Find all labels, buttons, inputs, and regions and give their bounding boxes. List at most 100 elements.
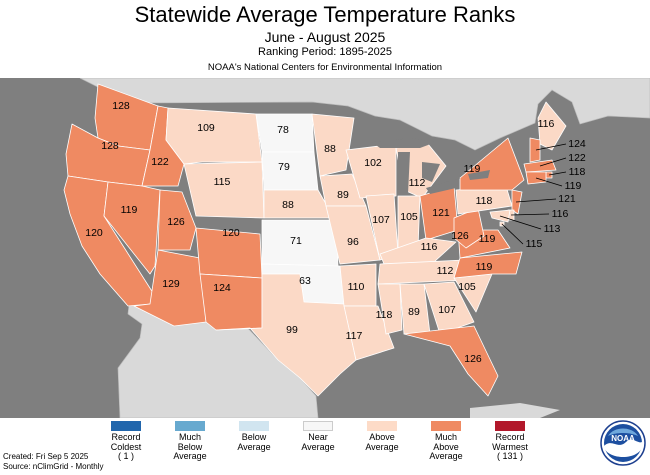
rank-label-ms: 118 xyxy=(376,309,393,321)
legend-label: Average xyxy=(429,451,463,461)
northeast-leader-lines xyxy=(499,143,567,245)
rank-label-ma: 122 xyxy=(568,152,586,164)
leader-line-ri xyxy=(548,171,567,176)
rank-label-ca: 120 xyxy=(85,227,103,239)
legend-above: Above Average xyxy=(351,421,413,452)
rank-label-fl: 126 xyxy=(464,353,482,365)
rank-label-az: 129 xyxy=(162,278,180,290)
state-polygons xyxy=(63,83,567,397)
legend-near: Near Average xyxy=(287,421,349,452)
great-lake-4 xyxy=(426,178,460,194)
great-lake-5 xyxy=(468,170,490,180)
rank-label-md: 113 xyxy=(544,223,561,235)
rank-label-va: 119 xyxy=(479,233,496,245)
leader-line-ma xyxy=(539,157,567,167)
rank-label-nj: 121 xyxy=(558,193,576,205)
leader-line-nh xyxy=(535,143,567,151)
rank-label-de: 116 xyxy=(552,208,569,220)
state-nc xyxy=(453,251,523,279)
rank-label-oh: 121 xyxy=(432,207,450,219)
rank-label-il: 107 xyxy=(372,214,390,226)
legend-label: Below xyxy=(177,441,203,452)
great-lake-3 xyxy=(422,162,440,182)
rank-label-in: 105 xyxy=(400,211,418,223)
rank-label-mn: 88 xyxy=(324,143,336,155)
rank-label-wi: 102 xyxy=(364,157,382,169)
rank-label-co: 120 xyxy=(222,227,240,239)
map-title: Statewide Average Temperature Ranks xyxy=(134,2,516,27)
legend: Record Coldest ( 1 ) Much Below Average … xyxy=(95,421,535,471)
legend-below: Below Average xyxy=(223,421,285,452)
rank-label-nm: 124 xyxy=(213,282,231,294)
cuba-land xyxy=(470,403,560,418)
rank-label-ia: 89 xyxy=(337,189,349,201)
data-source: Source: nClimGrid - Monthly xyxy=(3,462,104,471)
rank-label-or: 128 xyxy=(101,140,119,152)
state-mt xyxy=(165,107,263,165)
rank-label-la: 117 xyxy=(346,330,363,342)
state-ut xyxy=(157,189,197,251)
legend-swatch xyxy=(367,421,397,431)
rank-label-tn: 112 xyxy=(437,265,454,277)
rank-label-ri: 118 xyxy=(569,166,586,178)
state-tx xyxy=(215,273,357,397)
legend-label: Average xyxy=(365,441,399,452)
ranking-period: Ranking Period: 1895-2025 xyxy=(258,46,392,58)
state-rank-labels: 128 128 120 122 119 126 129 120 124 109 115 78 79 88 7… xyxy=(85,100,586,365)
rank-label-sd: 79 xyxy=(278,161,290,173)
rank-label-wv: 126 xyxy=(451,230,469,242)
leader-line-nj xyxy=(515,198,557,203)
created-date: Created: Fri Sep 5 2025 xyxy=(3,452,89,461)
great-lake-1 xyxy=(372,138,436,148)
legend-label: Average xyxy=(173,451,207,461)
legend-label: Much xyxy=(178,432,201,442)
rank-label-wy: 115 xyxy=(214,176,231,188)
state-sd xyxy=(261,151,319,191)
legend-swatch xyxy=(495,421,525,431)
rank-label-dc: 115 xyxy=(526,238,543,250)
map-subtitle: June - August 2025 xyxy=(264,29,386,45)
legend-much-above: Much Above Average xyxy=(415,421,477,462)
canada-land xyxy=(79,78,650,151)
rank-label-al: 89 xyxy=(408,306,420,318)
legend-label: Average xyxy=(301,441,335,452)
rank-label-ga: 107 xyxy=(438,304,456,316)
rank-label-tx: 99 xyxy=(286,324,298,336)
rank-label-ny: 119 xyxy=(464,163,481,175)
legend-swatch xyxy=(111,421,141,431)
legend-swatch xyxy=(303,421,333,431)
state-ga xyxy=(423,281,475,335)
legend-much-below: Much Below Average xyxy=(159,421,221,462)
rank-label-ar: 110 xyxy=(348,281,365,293)
rank-label-ut: 126 xyxy=(167,216,185,228)
legend-label: Near xyxy=(308,432,328,442)
rank-label-nv: 119 xyxy=(121,204,138,216)
legend-label: Above xyxy=(369,432,395,442)
rank-label-id: 122 xyxy=(151,156,169,168)
legend-label: Record xyxy=(111,432,141,442)
state-ky xyxy=(379,237,457,265)
state-la xyxy=(343,305,395,361)
rank-label-ks: 71 xyxy=(290,235,302,247)
rank-label-mt: 109 xyxy=(197,122,215,134)
rank-label-nh: 124 xyxy=(568,138,586,150)
rank-label-nc: 119 xyxy=(476,261,493,273)
rank-label-me: 116 xyxy=(538,118,555,130)
state-nm xyxy=(199,273,263,331)
noaa-logo-text: NOAA xyxy=(611,434,635,443)
rank-label-ct: 119 xyxy=(565,180,582,192)
legend-record-coldest: Record Coldest ( 1 ) xyxy=(95,421,157,462)
leader-line-dc xyxy=(501,223,524,245)
rank-label-wa: 128 xyxy=(112,100,130,112)
state-fl xyxy=(403,325,499,397)
rank-label-nd: 78 xyxy=(277,124,289,136)
rank-label-mo: 96 xyxy=(347,236,359,248)
rank-label-pa: 118 xyxy=(476,195,493,207)
legend-label: Much xyxy=(434,432,457,442)
rank-label-mi: 112 xyxy=(409,177,426,189)
legend-swatch xyxy=(175,421,205,431)
legend-label: Below xyxy=(241,432,267,442)
legend-label: Above xyxy=(433,441,459,452)
legend-record-warmest: Record Warmest ( 131 ) xyxy=(479,421,541,462)
leader-line-md xyxy=(499,215,542,230)
